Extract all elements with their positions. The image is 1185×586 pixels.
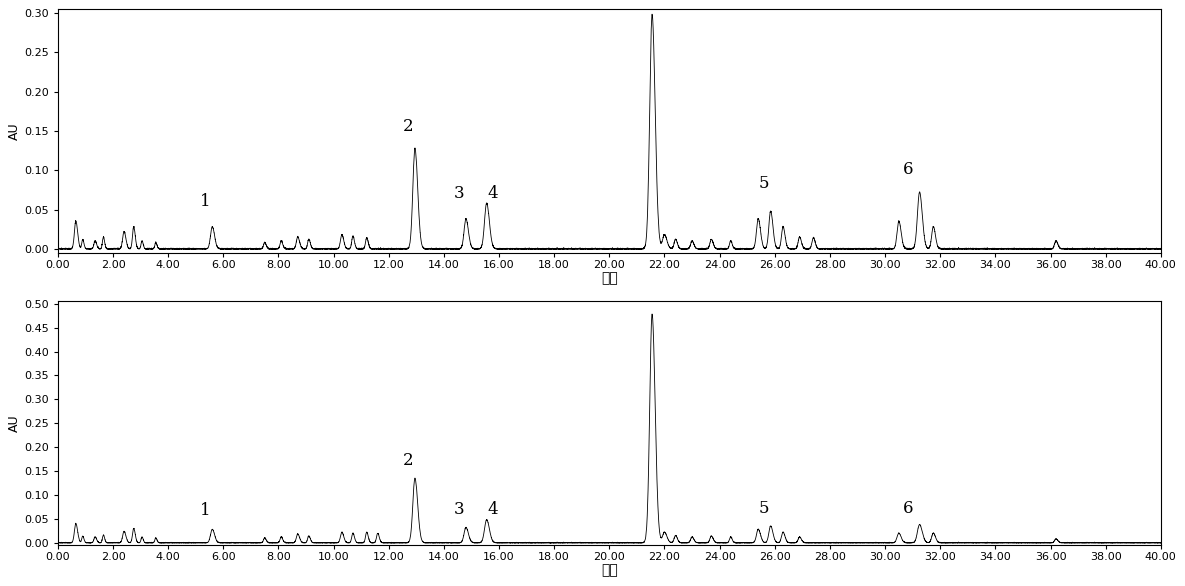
Text: 1: 1 (200, 502, 211, 519)
Text: 6: 6 (903, 500, 914, 517)
Text: 3: 3 (454, 185, 465, 202)
X-axis label: 分钟: 分钟 (601, 271, 617, 285)
Text: 5: 5 (758, 175, 769, 192)
Y-axis label: AU: AU (8, 122, 21, 140)
Text: 6: 6 (903, 161, 914, 178)
Text: 4: 4 (488, 501, 499, 518)
Text: 3: 3 (454, 501, 465, 518)
Text: 1: 1 (200, 193, 211, 210)
X-axis label: 分钟: 分钟 (601, 564, 617, 578)
Text: 5: 5 (758, 500, 769, 517)
Text: 4: 4 (488, 185, 499, 202)
Y-axis label: AU: AU (8, 414, 21, 432)
Text: 2: 2 (403, 452, 414, 469)
Text: 2: 2 (403, 118, 414, 135)
